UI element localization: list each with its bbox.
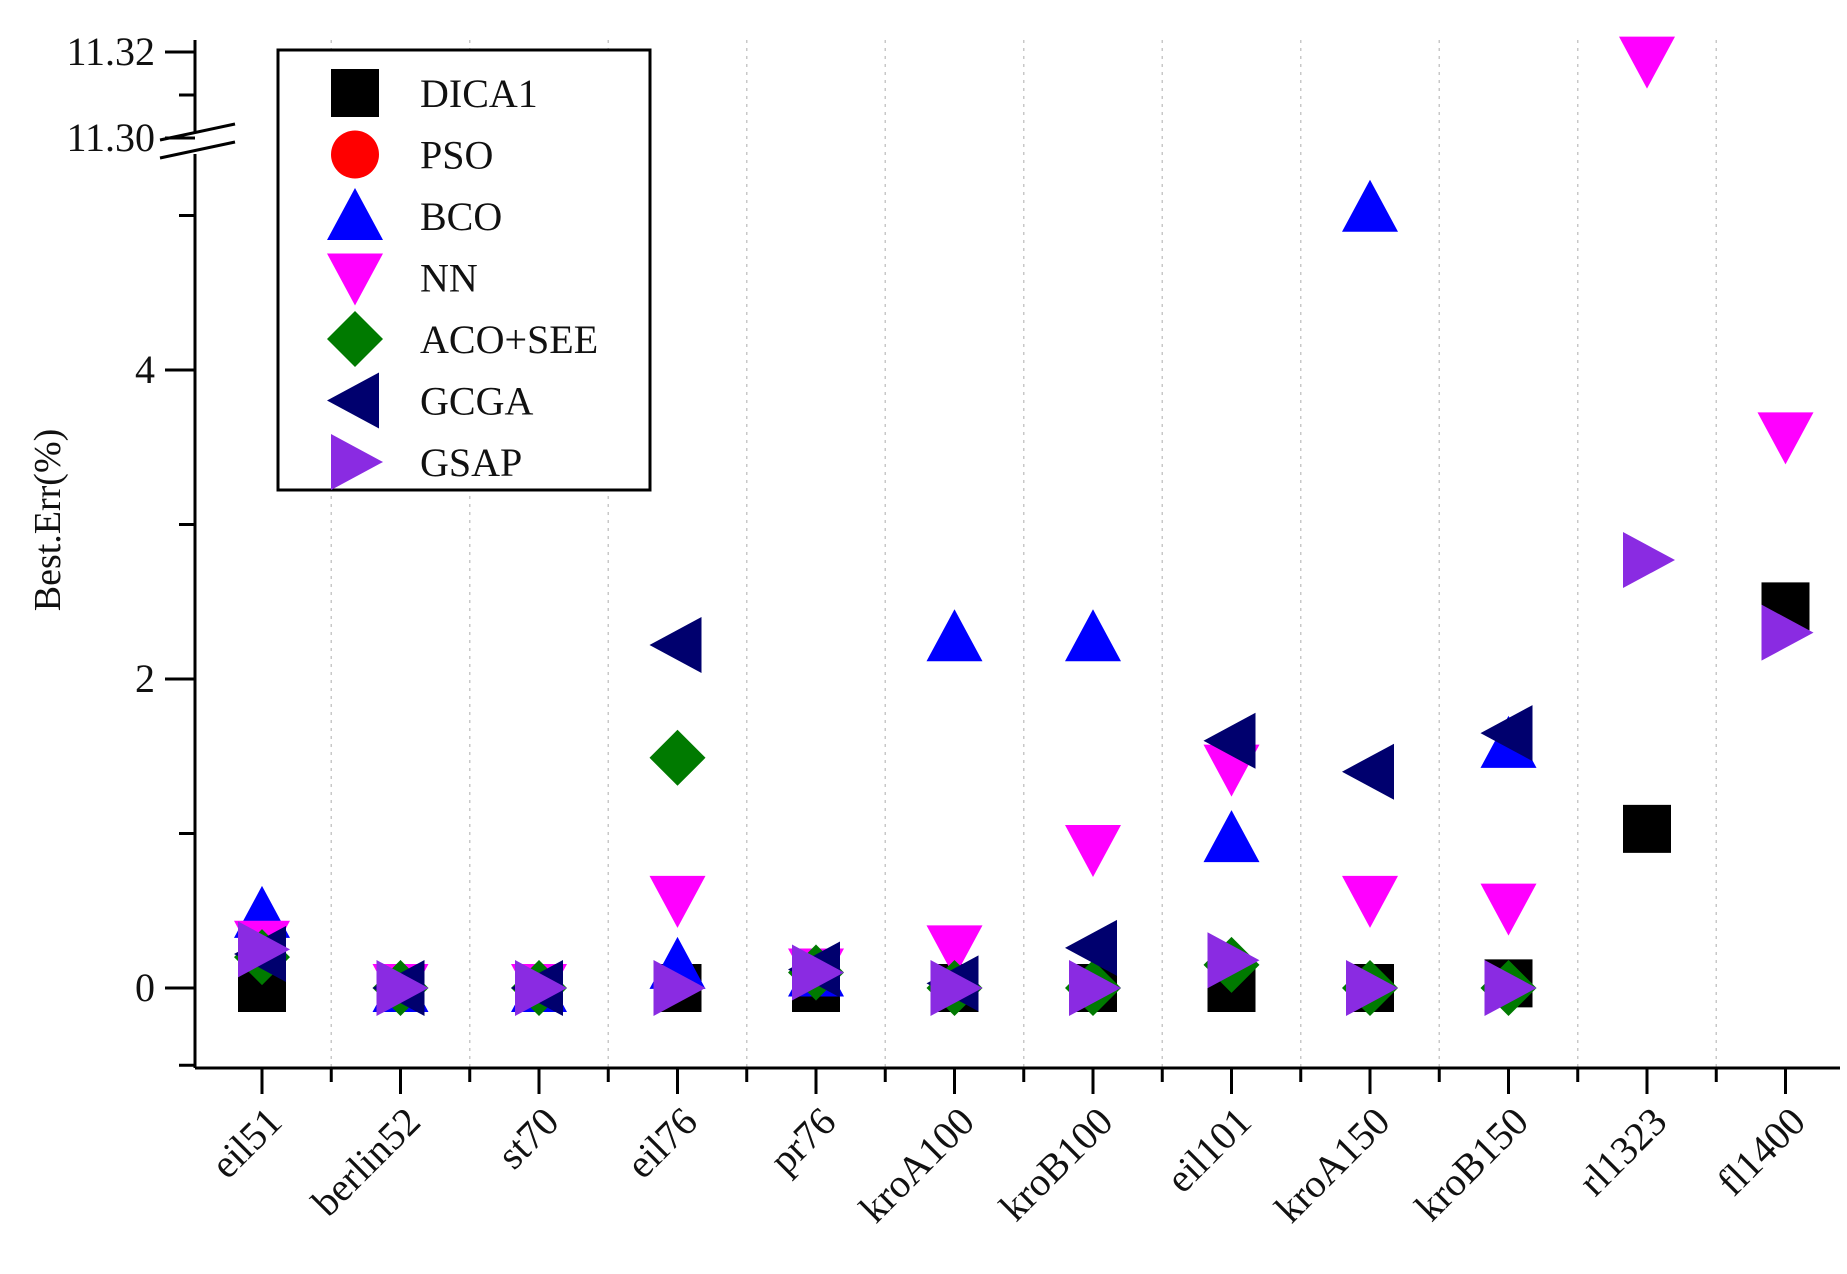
point-bco <box>1065 609 1121 662</box>
legend-label: PSO <box>420 133 493 178</box>
point-gsap <box>653 960 706 1016</box>
point-aco-see <box>649 729 706 786</box>
x-tick-label: berlin52 <box>303 1099 429 1225</box>
point-gsap <box>1484 960 1537 1016</box>
point-nn <box>1065 824 1121 877</box>
point-gcga <box>1342 743 1394 800</box>
legend-label: NN <box>420 256 478 301</box>
y-axis-label: Best.Err(%) <box>27 429 69 612</box>
legend-marker <box>331 434 383 490</box>
y-tick-label: 0 <box>135 965 155 1010</box>
point-gsap <box>238 921 290 978</box>
point-nn <box>1342 875 1398 928</box>
legend-marker <box>331 130 379 179</box>
point-nn <box>1757 412 1814 465</box>
x-tick-label: fl1400 <box>1708 1099 1814 1205</box>
y-tick-label: 11.30 <box>66 115 155 160</box>
point-nn <box>1619 36 1675 89</box>
point-gsap <box>1761 604 1814 661</box>
x-tick-label: rl1323 <box>1570 1099 1676 1205</box>
x-tick-label: eil101 <box>1157 1099 1260 1202</box>
legend-marker <box>327 372 379 429</box>
x-tick-label: kroB100 <box>991 1099 1122 1230</box>
point-bco <box>1203 810 1260 863</box>
y-axis-ticks: 0 2 4 11.30 11.32 <box>66 29 195 1067</box>
x-tick-label: eil76 <box>617 1099 705 1187</box>
axis-break-mark <box>159 140 236 160</box>
point-nn <box>926 925 983 978</box>
point-gcga <box>1480 705 1533 762</box>
legend-marker <box>327 188 383 240</box>
x-tick-label: st70 <box>488 1099 567 1178</box>
point-gsap <box>1346 960 1398 1016</box>
point-bco <box>1342 179 1398 232</box>
legend-label: GCGA <box>420 379 533 424</box>
point-nn <box>1480 883 1537 936</box>
x-tick-label: kroA100 <box>850 1099 982 1231</box>
legend-label: ACO+SEE <box>420 317 598 362</box>
data-points <box>234 36 1814 1016</box>
point-gsap <box>1207 932 1260 989</box>
x-axis-ticks: eil51 berlin52 st70 eil76 pr76 kroA100 kroB100… <box>202 1068 1814 1231</box>
point-gcga <box>1203 712 1256 769</box>
x-tick-label: kroB150 <box>1406 1099 1537 1230</box>
legend-marker <box>327 311 383 367</box>
point-gsap <box>515 960 567 1016</box>
y-tick-label: 2 <box>135 656 155 701</box>
point-gcga <box>1065 919 1117 976</box>
legend: DICA1 PSO BCO NN ACO+SEE GCGA GSAP <box>276 48 652 492</box>
legend-label: GSAP <box>420 440 522 485</box>
point-dica1 <box>1623 804 1671 853</box>
point-bco <box>926 609 983 662</box>
point-gsap <box>1623 532 1675 589</box>
point-gsap <box>930 960 983 1016</box>
point-nn <box>649 875 706 928</box>
x-tick-label: eil51 <box>202 1099 290 1187</box>
point-gcga <box>649 617 702 674</box>
legend-marker <box>331 69 379 117</box>
y-tick-label: 4 <box>135 347 155 392</box>
point-gsap <box>1069 960 1121 1016</box>
point-gsap <box>376 960 429 1016</box>
legend-marker <box>327 253 383 306</box>
point-gsap <box>792 944 844 1001</box>
grid-lines <box>330 40 1717 1068</box>
y-tick-label: 11.32 <box>66 29 155 74</box>
x-tick-label: pr76 <box>761 1099 845 1183</box>
legend-label: BCO <box>420 194 502 239</box>
x-tick-label: kroA150 <box>1266 1099 1398 1231</box>
legend-label: DICA1 <box>420 71 538 116</box>
